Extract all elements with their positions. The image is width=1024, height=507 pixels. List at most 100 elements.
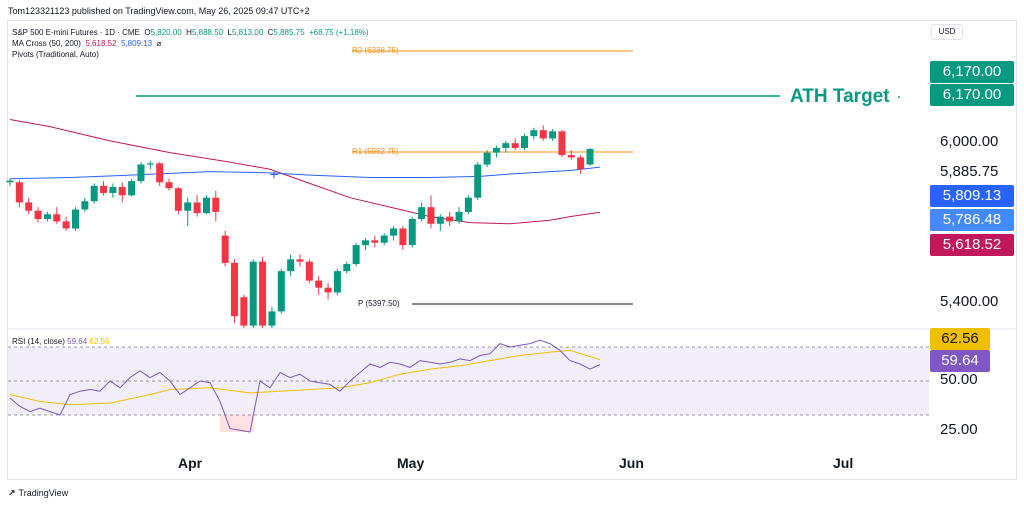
candle bbox=[502, 140, 510, 153]
candle bbox=[361, 237, 369, 250]
candle bbox=[483, 150, 491, 167]
candle bbox=[577, 155, 585, 174]
candle bbox=[165, 178, 173, 191]
publish-line: Tom123321123 published on TradingView.co… bbox=[8, 6, 310, 16]
candle bbox=[6, 178, 14, 186]
candle-body bbox=[427, 207, 435, 224]
rsi-value: 59.64 bbox=[67, 337, 88, 346]
candle-body bbox=[474, 164, 482, 198]
candle-body bbox=[221, 235, 229, 263]
candle-body bbox=[483, 152, 491, 165]
rsi-tag: 59.64 bbox=[930, 350, 990, 372]
candle bbox=[418, 202, 426, 222]
candle-body bbox=[305, 261, 313, 281]
candle-body bbox=[6, 180, 14, 183]
candle-body bbox=[25, 202, 33, 211]
candle-body bbox=[418, 207, 426, 220]
candle-body bbox=[558, 131, 566, 156]
candle bbox=[184, 197, 192, 227]
candle-body bbox=[193, 202, 201, 214]
rsi-tick-50: 50.00 bbox=[940, 371, 978, 388]
candle-body bbox=[455, 211, 463, 222]
r1-label: R1 (5962.75) bbox=[352, 147, 399, 156]
candle-body bbox=[549, 131, 557, 139]
candle bbox=[137, 162, 145, 184]
candle-body bbox=[492, 147, 500, 153]
candle-body bbox=[399, 228, 407, 246]
candle bbox=[62, 216, 70, 231]
candle-body bbox=[109, 187, 117, 193]
pivots-title: Pivots (Traditional, Auto) bbox=[12, 50, 99, 59]
candle bbox=[408, 216, 416, 248]
month-may: May bbox=[397, 455, 425, 471]
candle bbox=[259, 256, 267, 328]
candle-body bbox=[296, 259, 304, 262]
candle-body bbox=[436, 216, 444, 224]
candle bbox=[156, 162, 164, 186]
ma-title: MA Cross (50, 200) bbox=[12, 39, 81, 48]
candle bbox=[53, 207, 61, 224]
candle bbox=[25, 197, 33, 215]
change-value: +68.75 (+1.18%) bbox=[308, 28, 369, 37]
month-apr: Apr bbox=[178, 455, 203, 471]
ma-row[interactable]: MA Cross (50, 200) 5,618.52 5,809.13 ⌀ bbox=[12, 38, 369, 49]
candle bbox=[315, 275, 323, 295]
candle-body bbox=[53, 214, 61, 222]
o-label: O bbox=[144, 28, 151, 37]
candle bbox=[380, 233, 388, 246]
candle bbox=[390, 226, 398, 241]
ma200-line bbox=[9, 166, 601, 180]
candle-body bbox=[333, 271, 341, 293]
candle bbox=[109, 183, 117, 198]
candle-body bbox=[380, 235, 388, 243]
price-tick-5885: 5,885.75 bbox=[940, 163, 999, 180]
rsi-ma-tag: 62.56 bbox=[930, 328, 990, 350]
candle-body bbox=[446, 216, 454, 222]
candle bbox=[511, 138, 519, 151]
candle bbox=[240, 294, 248, 328]
candle bbox=[343, 261, 351, 274]
symbol-name: S&P 500 E-mini Futures · 1D · CME bbox=[12, 28, 140, 37]
p-label: P (5397.50) bbox=[358, 299, 400, 308]
pivots-row[interactable]: Pivots (Traditional, Auto) bbox=[12, 49, 369, 60]
h-label: H bbox=[186, 28, 192, 37]
candle-body bbox=[165, 182, 173, 189]
candle-body bbox=[343, 264, 351, 272]
ma50-value: 5,618.52 bbox=[85, 39, 117, 48]
candle bbox=[90, 183, 98, 204]
brand[interactable]: ↗ TradingView bbox=[8, 488, 68, 499]
candle-body bbox=[502, 143, 510, 148]
candle-body bbox=[361, 240, 369, 246]
candle bbox=[231, 259, 239, 324]
candle-body bbox=[212, 197, 220, 212]
candle bbox=[521, 133, 529, 151]
currency-button[interactable]: USD bbox=[931, 24, 963, 40]
candle bbox=[399, 226, 407, 250]
hide-icon[interactable]: ⌀ bbox=[156, 39, 162, 48]
candle-body bbox=[71, 209, 79, 229]
candle bbox=[100, 181, 108, 196]
candle bbox=[586, 148, 594, 167]
rsi-legend[interactable]: RSI (14, close) 59.64 62.56 bbox=[12, 337, 109, 346]
candle bbox=[174, 187, 182, 215]
candle bbox=[221, 230, 229, 267]
candle-body bbox=[577, 157, 585, 170]
candle bbox=[558, 130, 566, 158]
candle bbox=[352, 242, 360, 267]
price-tick-6000: 6,000.00 bbox=[940, 133, 999, 150]
candle bbox=[492, 145, 500, 158]
candle-body bbox=[530, 130, 538, 137]
candle-body bbox=[174, 188, 182, 211]
month-jul: Jul bbox=[833, 455, 854, 471]
candle bbox=[34, 207, 42, 223]
price-tag-ma50: 5,618.52 bbox=[930, 234, 1014, 256]
candle-body bbox=[324, 287, 332, 293]
candle-body bbox=[146, 163, 154, 165]
candle bbox=[268, 306, 276, 328]
r2-label: R2 (6338.75) bbox=[352, 46, 399, 55]
candle bbox=[296, 254, 304, 267]
ma50-line bbox=[9, 119, 601, 225]
candle-body bbox=[464, 197, 472, 212]
rsi-oversold-fill bbox=[220, 415, 254, 432]
